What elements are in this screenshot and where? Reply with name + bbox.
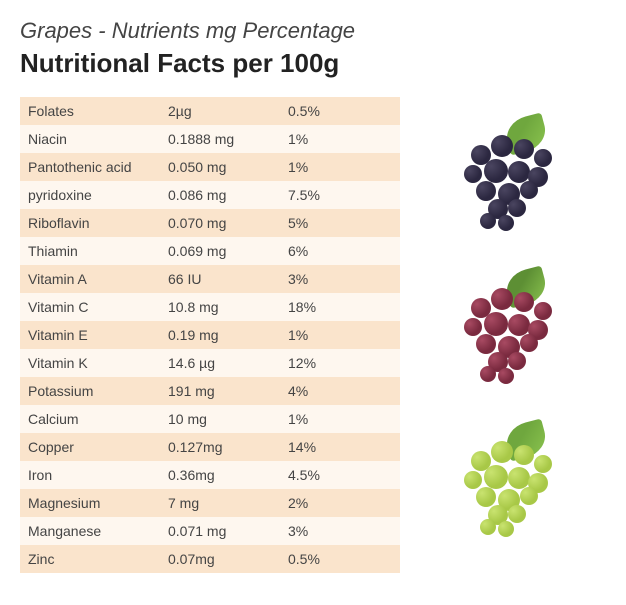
nutrient-percent: 7.5%	[288, 188, 392, 202]
nutrient-percent: 0.5%	[288, 552, 392, 566]
nutrient-amount: 0.069 mg	[168, 244, 288, 258]
table-row: Vitamin E0.19 mg1%	[20, 321, 400, 349]
nutrient-name: Magnesium	[28, 496, 168, 510]
nutrient-amount: 0.050 mg	[168, 160, 288, 174]
table-row: Riboflavin0.070 mg5%	[20, 209, 400, 237]
nutrient-amount: 0.07mg	[168, 552, 288, 566]
table-row: Thiamin0.069 mg6%	[20, 237, 400, 265]
nutrient-percent: 6%	[288, 244, 392, 258]
nutrient-amount: 66 IU	[168, 272, 288, 286]
nutrient-name: Potassium	[28, 384, 168, 398]
table-row: Vitamin C10.8 mg18%	[20, 293, 400, 321]
page-title: Nutritional Facts per 100g	[20, 48, 606, 79]
nutrient-amount: 0.127mg	[168, 440, 288, 454]
table-row: Folates2µg0.5%	[20, 97, 400, 125]
nutrient-percent: 3%	[288, 272, 392, 286]
nutrient-name: Zinc	[28, 552, 168, 566]
nutrient-name: Riboflavin	[28, 216, 168, 230]
nutrient-name: Iron	[28, 468, 168, 482]
nutrient-amount: 191 mg	[168, 384, 288, 398]
nutrient-name: Folates	[28, 104, 168, 118]
nutrient-amount: 0.071 mg	[168, 524, 288, 538]
fruit-images	[416, 97, 606, 573]
nutrient-percent: 1%	[288, 328, 392, 342]
content-area: Folates2µg0.5%Niacin0.1888 mg1%Pantothen…	[20, 97, 606, 573]
table-row: Manganese0.071 mg3%	[20, 517, 400, 545]
nutrient-name: Vitamin K	[28, 356, 168, 370]
nutrient-amount: 2µg	[168, 104, 288, 118]
nutrient-name: Manganese	[28, 524, 168, 538]
nutrient-name: Thiamin	[28, 244, 168, 258]
nutrient-name: Pantothenic acid	[28, 160, 168, 174]
nutrient-percent: 3%	[288, 524, 392, 538]
nutrient-amount: 10 mg	[168, 412, 288, 426]
nutrient-amount: 10.8 mg	[168, 300, 288, 314]
nutrient-percent: 5%	[288, 216, 392, 230]
nutrient-percent: 12%	[288, 356, 392, 370]
nutrient-percent: 0.5%	[288, 104, 392, 118]
nutrient-name: Calcium	[28, 412, 168, 426]
nutrient-name: Vitamin A	[28, 272, 168, 286]
nutrient-amount: 14.6 µg	[168, 356, 288, 370]
table-row: Vitamin K14.6 µg12%	[20, 349, 400, 377]
nutrient-percent: 4%	[288, 384, 392, 398]
table-row: Zinc0.07mg0.5%	[20, 545, 400, 573]
table-row: Copper0.127mg14%	[20, 433, 400, 461]
nutrient-name: Copper	[28, 440, 168, 454]
nutrient-percent: 1%	[288, 132, 392, 146]
green-grapes-icon	[436, 423, 586, 553]
nutrient-amount: 0.1888 mg	[168, 132, 288, 146]
nutrient-percent: 2%	[288, 496, 392, 510]
table-row: pyridoxine0.086 mg7.5%	[20, 181, 400, 209]
table-row: Calcium10 mg1%	[20, 405, 400, 433]
nutrient-percent: 18%	[288, 300, 392, 314]
red-grapes-icon	[436, 270, 586, 400]
nutrient-percent: 4.5%	[288, 468, 392, 482]
nutrient-name: Vitamin E	[28, 328, 168, 342]
table-row: Potassium191 mg4%	[20, 377, 400, 405]
nutrient-name: pyridoxine	[28, 188, 168, 202]
table-row: Magnesium7 mg2%	[20, 489, 400, 517]
nutrient-percent: 1%	[288, 412, 392, 426]
nutrient-amount: 0.36mg	[168, 468, 288, 482]
table-row: Pantothenic acid0.050 mg1%	[20, 153, 400, 181]
table-row: Vitamin A66 IU3%	[20, 265, 400, 293]
table-row: Iron0.36mg4.5%	[20, 461, 400, 489]
nutrition-table: Folates2µg0.5%Niacin0.1888 mg1%Pantothen…	[20, 97, 400, 573]
nutrient-name: Niacin	[28, 132, 168, 146]
nutrient-amount: 0.19 mg	[168, 328, 288, 342]
nutrient-percent: 14%	[288, 440, 392, 454]
nutrient-name: Vitamin C	[28, 300, 168, 314]
nutrient-amount: 0.086 mg	[168, 188, 288, 202]
page-subtitle: Grapes - Nutrients mg Percentage	[20, 18, 606, 44]
nutrient-amount: 7 mg	[168, 496, 288, 510]
nutrient-percent: 1%	[288, 160, 392, 174]
nutrient-amount: 0.070 mg	[168, 216, 288, 230]
dark-grapes-icon	[436, 117, 586, 247]
table-row: Niacin0.1888 mg1%	[20, 125, 400, 153]
